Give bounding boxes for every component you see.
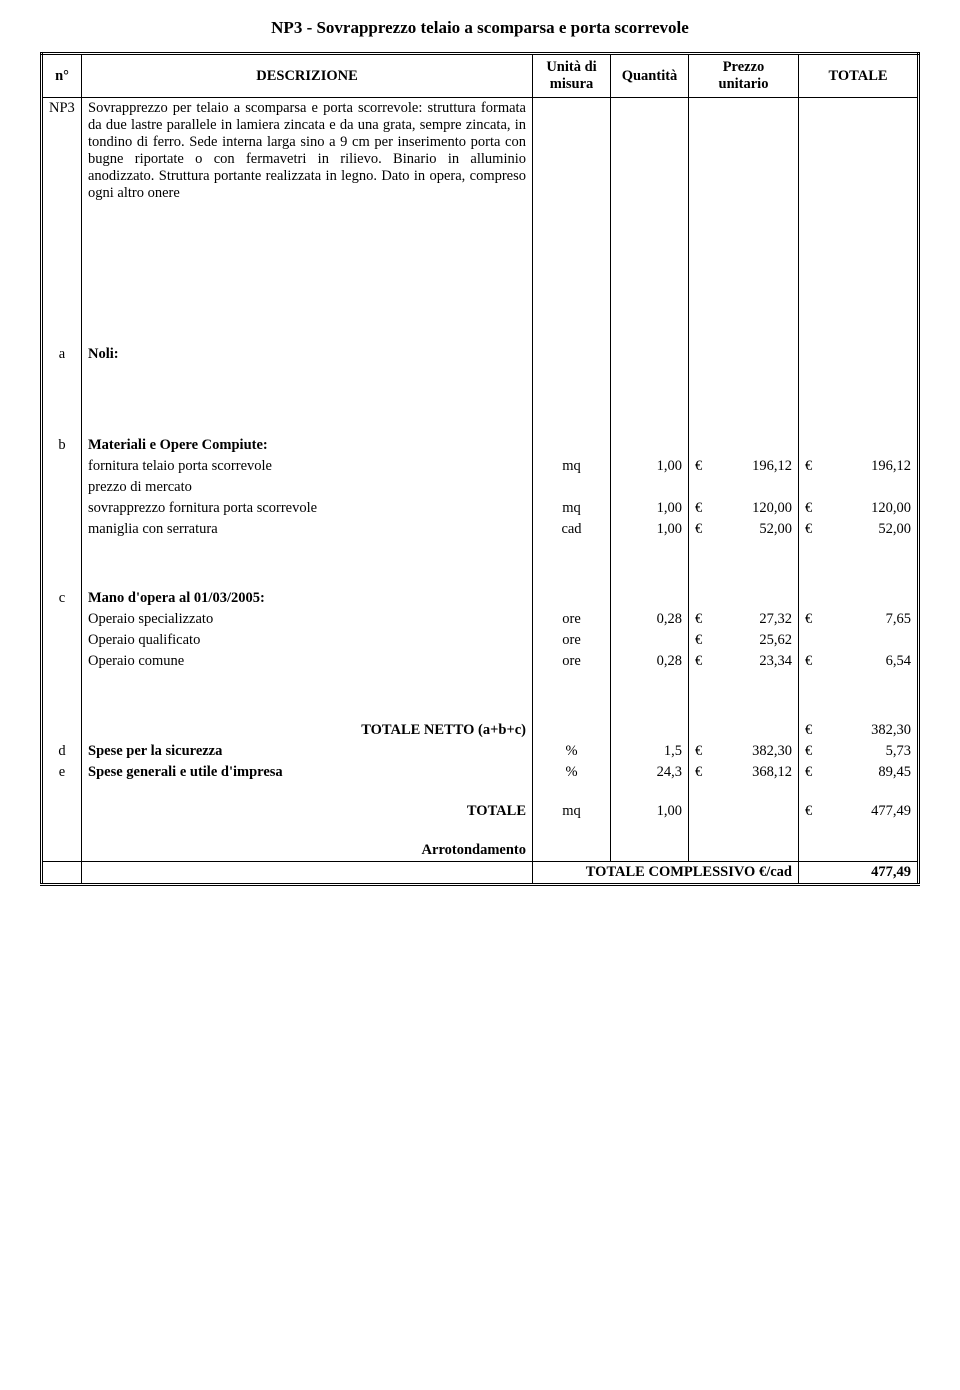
item-qty: 1,00 [611,519,689,540]
section-a-label: Noli: [82,344,533,365]
item-price: €196,12 [689,456,799,477]
np3-code: NP3 [42,98,82,205]
spese-sicurezza-label: Spese per la sicurezza [82,741,533,762]
price-table: n° DESCRIZIONE Unità di misura Quantità … [40,52,920,886]
table-row: Operaio qualificato ore €25,62 [42,630,919,651]
item-unit: ore [533,609,611,630]
table-row: maniglia con serratura cad 1,00 €52,00 €… [42,519,919,540]
item-total: €6,54 [799,651,919,672]
header-row: n° DESCRIZIONE Unità di misura Quantità … [42,54,919,98]
item-desc: maniglia con serratura [82,519,533,540]
item-unit: cad [533,519,611,540]
totale-label: TOTALE [82,801,533,822]
spese-sicurezza-row: d Spese per la sicurezza % 1,5 €382,30 €… [42,741,919,762]
header-n: n° [42,54,82,98]
item-total: €196,12 [799,456,919,477]
section-c-header: c Mano d'opera al 01/03/2005: [42,588,919,609]
item-qty: 1,00 [611,456,689,477]
item-qty: 0,28 [611,651,689,672]
section-c-label: Mano d'opera al 01/03/2005: [82,588,533,609]
totale-complessivo-label: TOTALE COMPLESSIVO €/cad [533,862,799,885]
spacer-row [42,365,919,435]
section-b-id: b [42,435,82,456]
item-unit: ore [533,651,611,672]
table-row: prezzo di mercato [42,477,919,498]
arrotondamento-row: Arrotondamento [42,840,919,862]
totale-netto-label: TOTALE NETTO (a+b+c) [82,720,533,741]
item-price: €382,30 [689,741,799,762]
item-unit: mq [533,498,611,519]
totale-complessivo-row: TOTALE COMPLESSIVO €/cad 477,49 [42,862,919,885]
section-b-label: Materiali e Opere Compiute: [82,435,533,456]
section-e-id: e [42,762,82,783]
totale-unit: mq [533,801,611,822]
spacer-row [42,570,919,588]
totale-netto-value: €382,30 [799,720,919,741]
spacer-row [42,540,919,570]
item-desc: Operaio comune [82,651,533,672]
item-price: €368,12 [689,762,799,783]
np3-description: Sovrapprezzo per telaio a scomparsa e po… [82,98,533,205]
item-price: €23,34 [689,651,799,672]
item-total [799,630,919,651]
item-total: €120,00 [799,498,919,519]
section-b-header: b Materiali e Opere Compiute: [42,435,919,456]
document-title: NP3 - Sovrapprezzo telaio a scomparsa e … [40,18,920,38]
item-price: €27,32 [689,609,799,630]
document-page: NP3 - Sovrapprezzo telaio a scomparsa e … [0,0,960,916]
item-unit: mq [533,456,611,477]
item-qty [611,630,689,651]
spese-generali-label: Spese generali e utile d'impresa [82,762,533,783]
table-row: fornitura telaio porta scorrevole mq 1,0… [42,456,919,477]
table-row: Operaio specializzato ore 0,28 €27,32 €7… [42,609,919,630]
spese-generali-row: e Spese generali e utile d'impresa % 24,… [42,762,919,783]
totale-netto-row: TOTALE NETTO (a+b+c) €382,30 [42,720,919,741]
item-total: €52,00 [799,519,919,540]
header-qty: Quantità [611,54,689,98]
item-unit: ore [533,630,611,651]
item-desc: sovrapprezzo fornitura porta scorrevole [82,498,533,519]
section-d-id: d [42,741,82,762]
item-qty: 0,28 [611,609,689,630]
item-desc: Operaio specializzato [82,609,533,630]
header-total: TOTALE [799,54,919,98]
totale-qty: 1,00 [611,801,689,822]
header-desc: DESCRIZIONE [82,54,533,98]
spacer-row [42,822,919,840]
item-desc: prezzo di mercato [82,477,533,498]
item-qty: 24,3 [611,762,689,783]
item-desc: fornitura telaio porta scorrevole [82,456,533,477]
header-price: Prezzo unitario [689,54,799,98]
totale-complessivo-value: 477,49 [799,862,919,885]
totale-row: TOTALE mq 1,00 €477,49 [42,801,919,822]
spacer-row [42,204,919,344]
table-row: Operaio comune ore 0,28 €23,34 €6,54 [42,651,919,672]
item-price: €52,00 [689,519,799,540]
spacer-row [42,783,919,801]
item-price: €120,00 [689,498,799,519]
item-total: €89,45 [799,762,919,783]
table-row: sovrapprezzo fornitura porta scorrevole … [42,498,919,519]
item-unit: % [533,741,611,762]
spacer-row [42,672,919,702]
item-total: €7,65 [799,609,919,630]
arrotondamento-label: Arrotondamento [82,840,533,862]
item-total: €5,73 [799,741,919,762]
np3-row: NP3 Sovrapprezzo per telaio a scomparsa … [42,98,919,205]
section-a-id: a [42,344,82,365]
item-unit: % [533,762,611,783]
item-desc: Operaio qualificato [82,630,533,651]
totale-value: €477,49 [799,801,919,822]
spacer-row [42,702,919,720]
item-price: €25,62 [689,630,799,651]
section-a-row: a Noli: [42,344,919,365]
section-c-id: c [42,588,82,609]
header-unit: Unità di misura [533,54,611,98]
item-qty: 1,5 [611,741,689,762]
item-qty: 1,00 [611,498,689,519]
